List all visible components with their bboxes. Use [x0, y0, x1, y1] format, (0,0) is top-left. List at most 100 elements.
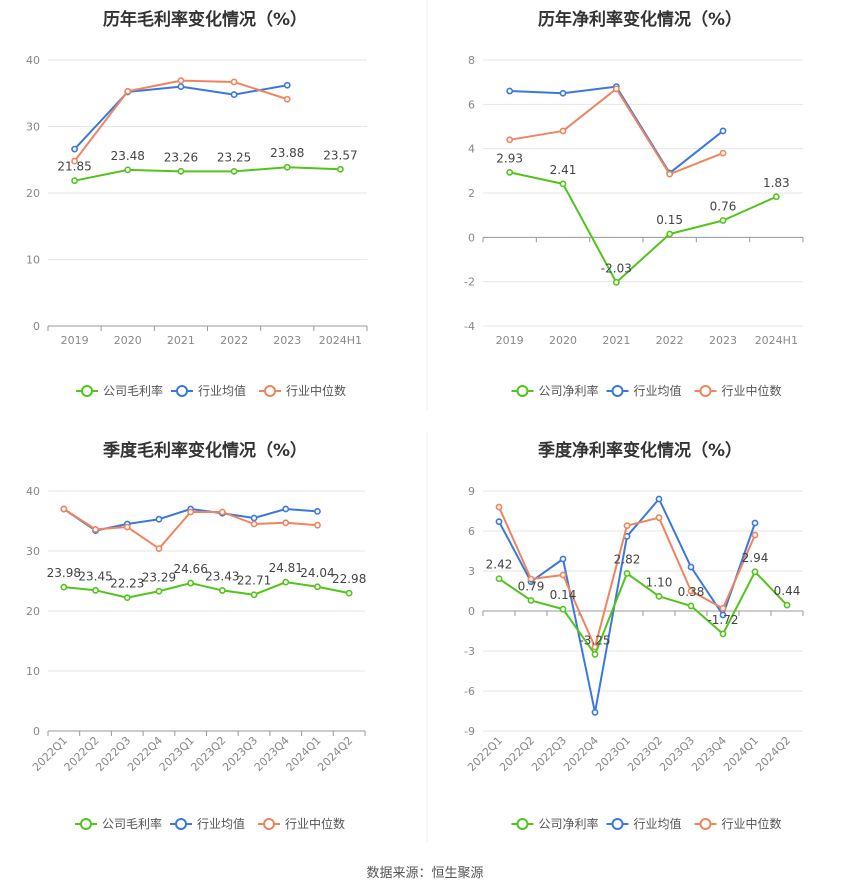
y-tick-label: 10	[26, 254, 40, 267]
x-tick-label: 2020	[114, 334, 142, 347]
data-point-company	[218, 587, 226, 594]
data-point-industry_avg	[155, 515, 163, 523]
y-tick-label: 9	[468, 485, 475, 498]
data-label: 24.81	[269, 561, 303, 575]
data-point-company	[337, 165, 344, 173]
data-point-industry_median	[123, 523, 131, 531]
data-label: 24.04	[300, 566, 334, 580]
data-point-industry_avg	[687, 563, 695, 571]
data-point-company	[230, 167, 238, 175]
data-point-company	[591, 650, 599, 658]
data-point-company	[283, 163, 291, 171]
legend-swatch-marker	[516, 818, 529, 830]
chart-title: 历年毛利率变化情况（%）	[103, 9, 307, 30]
chart-title: 历年净利率变化情况（%）	[538, 9, 742, 30]
data-point-industry_median	[559, 571, 567, 579]
data-point-industry_median	[751, 531, 759, 539]
data-label: 2.41	[550, 163, 577, 177]
legend-label: 公司净利率	[539, 816, 599, 831]
chart-annual-net: 历年净利率变化情况（%） -4 -2 0 2 4 6 8 2019 2020 2021 2022 202…	[464, 9, 804, 398]
y-tick-label: 40	[26, 54, 40, 67]
legend-item-company: 公司毛利率	[75, 816, 162, 831]
legend-label: 行业均值	[634, 816, 682, 831]
data-point-industry_median	[559, 127, 567, 135]
legend-swatch-marker	[699, 818, 712, 830]
series-line-company	[498, 570, 788, 656]
x-tick-label: 2023	[709, 334, 737, 347]
legend-item-industry_median: 行业中位数	[259, 383, 346, 398]
y-tick-label: -6	[464, 685, 475, 698]
data-point-industry_median	[527, 575, 535, 583]
data-point-company	[655, 592, 663, 600]
legend-item-company: 公司净利率	[511, 383, 599, 398]
y-tick-label: 0	[468, 605, 475, 618]
legend-item-industry_avg: 行业均值	[606, 816, 682, 831]
data-point-industry_avg	[495, 518, 503, 526]
data-label: 0.38	[678, 585, 705, 599]
y-tick-label: 20	[26, 187, 40, 200]
x-tick-label: 2022	[656, 334, 684, 347]
data-label: 23.88	[270, 146, 304, 160]
data-point-industry_avg	[719, 127, 727, 135]
data-point-industry_median	[71, 157, 78, 165]
data-point-industry_median	[655, 514, 663, 522]
x-tick-label: 2019	[61, 334, 89, 347]
chart-annual-gross: 历年毛利率变化情况（%） 0 10 20 30 40 2019 2020 2021 2022 202…	[26, 9, 368, 398]
data-point-industry_median	[250, 520, 258, 528]
data-point-industry_median	[666, 170, 674, 178]
legend-item-industry_avg: 行业均值	[606, 383, 682, 398]
data-point-industry_median	[187, 508, 195, 516]
legend-label: 行业中位数	[285, 816, 345, 831]
x-tick-label: 2021	[602, 334, 630, 347]
data-point-industry_avg	[250, 514, 258, 522]
data-point-industry_median	[92, 526, 99, 533]
data-label: 2.42	[486, 558, 513, 572]
series-line-industry_median	[73, 79, 288, 162]
data-point-company	[92, 586, 99, 594]
y-tick-label: 2	[468, 187, 475, 200]
data-label: 0.79	[518, 579, 545, 593]
y-tick-label: 8	[468, 54, 475, 67]
data-label: 2.93	[496, 151, 523, 165]
y-tick-label: 20	[26, 605, 40, 618]
data-point-industry_avg	[559, 555, 567, 563]
chart-quarterly-gross: 季度毛利率变化情况（%）0102030402022Q12022Q22022Q32…	[26, 440, 366, 831]
data-label: 22.23	[110, 577, 144, 591]
data-label: -1.72	[707, 613, 738, 627]
data-point-industry_avg	[506, 87, 514, 95]
data-point-company	[559, 605, 567, 613]
data-point-company	[250, 591, 258, 599]
x-tick-label: 2024H1	[319, 334, 362, 347]
legend-swatch-marker	[264, 385, 276, 397]
legend-label: 公司毛利率	[102, 816, 162, 831]
data-point-industry_avg	[559, 89, 567, 97]
data-point-company	[527, 597, 535, 604]
x-tick-label: 2024Q2	[753, 734, 793, 774]
data-point-industry_median	[495, 503, 503, 511]
data-source-note: 数据来源：恒生聚源	[366, 866, 484, 881]
data-point-company	[666, 230, 674, 238]
data-label: 0.14	[550, 588, 577, 602]
legend-label: 行业均值	[634, 383, 682, 398]
data-point-company	[282, 578, 290, 586]
series-line-company	[509, 171, 777, 284]
data-point-company	[559, 180, 567, 188]
x-tick-label: 2024H1	[755, 334, 798, 347]
legend-item-industry_median: 行业中位数	[694, 816, 782, 831]
y-tick-label: 30	[26, 121, 40, 134]
data-point-company	[124, 166, 132, 174]
data-label: 23.29	[142, 570, 176, 584]
series-line-company	[74, 166, 341, 182]
data-point-company	[719, 217, 727, 224]
data-label: 22.98	[332, 572, 366, 586]
data-label: 2.94	[742, 551, 769, 565]
legend-label: 行业均值	[198, 383, 246, 398]
data-point-industry_median	[506, 136, 514, 144]
y-tick-label: 3	[468, 565, 475, 578]
data-label: 1.10	[646, 575, 673, 589]
y-tick-label: -4	[464, 320, 475, 333]
data-point-industry_median	[124, 87, 132, 95]
data-label: 22.71	[237, 574, 271, 588]
data-label: 2.82	[614, 552, 641, 566]
data-label: 24.66	[173, 562, 207, 576]
